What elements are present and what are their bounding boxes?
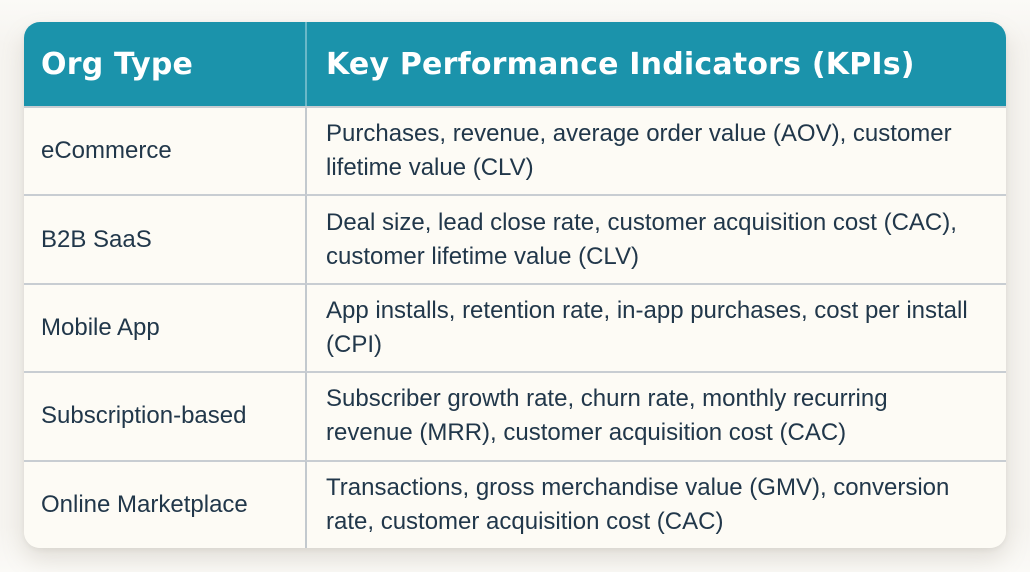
kpi-value: Deal size, lead close rate, customer acq…	[326, 208, 957, 270]
table-row-marketplace-org-type-cell: Online Marketplace	[24, 459, 305, 548]
kpi-value: Transactions, gross merchandise value (G…	[326, 473, 950, 535]
table-row-b2b-saas-org-type-cell: B2B SaaS	[24, 194, 305, 283]
table-row-marketplace-kpi-cell: Transactions, gross merchandise value (G…	[305, 459, 1006, 548]
org-type-value: Mobile App	[41, 313, 160, 341]
kpi-table: Org Type Key Performance Indicators (KPI…	[24, 22, 1006, 548]
org-type-value: Online Marketplace	[41, 490, 248, 518]
table-row-mobile-app-kpi-cell: App installs, retention rate, in-app pur…	[305, 282, 1006, 372]
table-row-b2b-saas-kpi-cell: Deal size, lead close rate, customer acq…	[305, 194, 1006, 283]
kpi-value: Purchases, revenue, average order value …	[326, 120, 952, 182]
org-type-value: Subscription-based	[41, 402, 247, 430]
table-row-ecommerce-org-type-cell: eCommerce	[24, 106, 305, 195]
org-type-column-header: Org Type	[24, 22, 305, 106]
table-row-subscription-org-type-cell: Subscription-based	[24, 371, 305, 460]
kpi-header-label: Key Performance Indicators (KPIs)	[326, 46, 915, 82]
org-type-value: B2B SaaS	[41, 225, 152, 253]
kpi-value: Subscriber growth rate, churn rate, mont…	[326, 385, 888, 447]
table-row-ecommerce-kpi-cell: Purchases, revenue, average order value …	[305, 106, 1006, 195]
table-row-subscription-kpi-cell: Subscriber growth rate, churn rate, mont…	[305, 371, 1006, 460]
org-type-value: eCommerce	[41, 137, 172, 165]
kpi-table-card: Org Type Key Performance Indicators (KPI…	[24, 22, 1006, 548]
table-row-mobile-app-org-type-cell: Mobile App	[24, 282, 305, 372]
kpi-column-header: Key Performance Indicators (KPIs)	[305, 22, 1006, 106]
org-type-header-label: Org Type	[41, 46, 194, 82]
kpi-value: App installs, retention rate, in-app pur…	[326, 296, 968, 358]
